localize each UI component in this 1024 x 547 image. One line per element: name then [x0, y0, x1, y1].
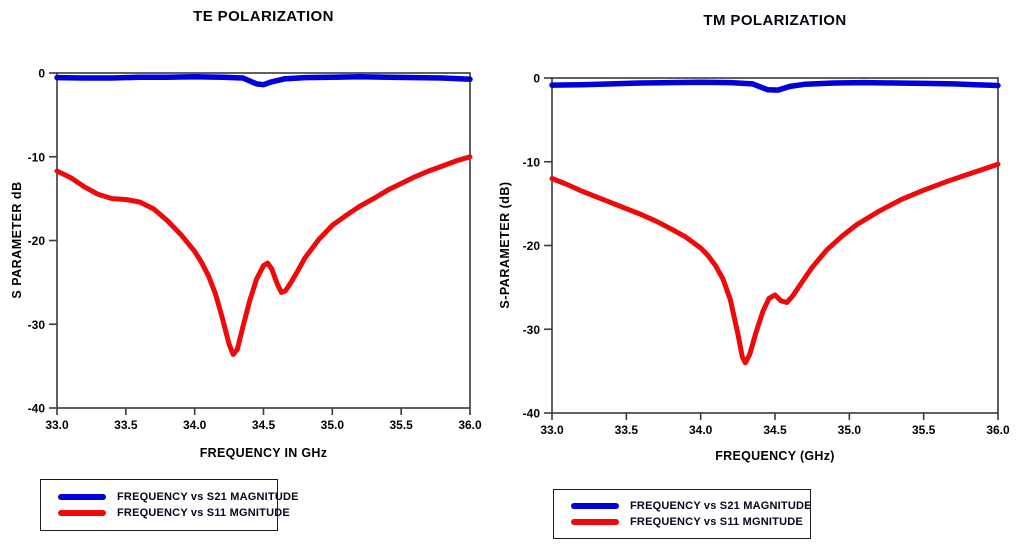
- y-tick-label: 0: [38, 67, 45, 81]
- plot-area-tm: 33.0 33.5 34.0 34.5 35.0 35.5 36.0 0 -10 -20 -30 -4…: [523, 72, 1010, 438]
- x-tick-label: 35.5: [389, 418, 413, 432]
- x-tick-label: 33.0: [45, 418, 69, 432]
- y-tick-label: -10: [523, 155, 541, 169]
- x-tick-label: 33.5: [615, 423, 639, 437]
- x-tick-label: 35.5: [912, 423, 936, 437]
- x-tick-label: 34.5: [763, 423, 787, 437]
- y-tick-label: -20: [28, 234, 46, 248]
- x-tick-label: 34.0: [689, 423, 713, 437]
- x-axis-label-te: FREQUENCY IN GHz: [199, 446, 328, 460]
- legend-label-s11: FREQUENCY vs S11 MGNITUDE: [117, 507, 290, 519]
- x-tick-label: 33.0: [540, 423, 564, 437]
- series-line-s11: [54, 154, 473, 357]
- legend-tm: FREQUENCY vs S21 MAGNITUDE FREQUENCY vs …: [553, 489, 811, 539]
- plot-frame: [56, 72, 471, 409]
- x-tick-label: 35.0: [838, 423, 862, 437]
- x-tick-label: 33.5: [114, 418, 138, 432]
- legend-label-s11: FREQUENCY vs S11 MGNITUDE: [630, 516, 803, 528]
- y-axis-label-tm: S-PARAMETER (dB): [498, 181, 512, 309]
- series-line-s21: [549, 79, 1001, 93]
- x-tick-label: 34.0: [183, 418, 207, 432]
- legend-swatch-s11: [571, 519, 619, 525]
- legend-item-s21: FREQUENCY vs S21 MAGNITUDE: [58, 491, 298, 503]
- legend-label-s21: FREQUENCY vs S21 MAGNITUDE: [630, 500, 812, 512]
- plot-area-te: 33.0 33.5 34.0 34.5 35.0 35.5 36.0 0 -10 -20 -30 -4…: [28, 67, 482, 433]
- y-tick-label: -40: [28, 402, 46, 416]
- legend-swatch-s11: [58, 510, 106, 516]
- legend-label-s21: FREQUENCY vs S21 MAGNITUDE: [117, 491, 299, 503]
- series-line-s11: [549, 161, 1001, 366]
- legend-item-s21: FREQUENCY vs S21 MAGNITUDE: [571, 500, 811, 512]
- legend-item-s11: FREQUENCY vs S11 MGNITUDE: [58, 507, 290, 519]
- x-axis-label-tm: FREQUENCY (GHz): [715, 449, 835, 463]
- legend-te: FREQUENCY vs S21 MAGNITUDE FREQUENCY vs …: [40, 479, 298, 531]
- chart-title-tm: TM POLARIZATION: [703, 12, 847, 29]
- series-line-s21: [54, 74, 473, 88]
- y-tick-label: 0: [533, 72, 540, 86]
- x-tick-label: 36.0: [986, 423, 1010, 437]
- legend-swatch-s21: [571, 503, 619, 509]
- x-tick-label: 36.0: [458, 418, 482, 432]
- legend-item-s11: FREQUENCY vs S11 MGNITUDE: [571, 516, 803, 528]
- y-tick-label: -30: [28, 318, 46, 332]
- plot-frame: [551, 77, 999, 414]
- x-tick-label: 35.0: [321, 418, 345, 432]
- x-tick-label: 34.5: [252, 418, 276, 432]
- y-tick-label: -30: [523, 323, 541, 337]
- legend-swatch-s21: [58, 494, 106, 500]
- chart-title-te: TE POLARIZATION: [193, 8, 334, 25]
- y-tick-label: -20: [523, 239, 541, 253]
- y-tick-label: -10: [28, 150, 46, 164]
- y-tick-label: -40: [523, 407, 541, 421]
